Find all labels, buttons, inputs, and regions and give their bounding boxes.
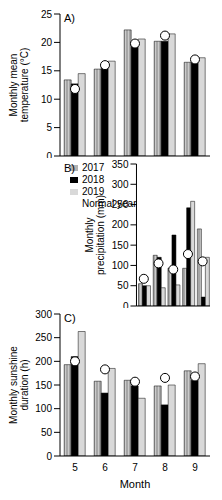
svg-text:0: 0 — [46, 151, 52, 158]
svg-text:100: 100 — [35, 403, 52, 414]
svg-text:Month: Month — [120, 478, 151, 488]
svg-text:5: 5 — [46, 122, 52, 133]
svg-text:Monthlyprecipitation (mm): Monthlyprecipitation (mm) — [84, 195, 106, 275]
svg-text:20: 20 — [41, 37, 53, 48]
svg-text:7: 7 — [132, 462, 138, 473]
svg-text:150: 150 — [112, 240, 129, 251]
svg-text:50: 50 — [117, 280, 129, 291]
svg-text:10: 10 — [41, 94, 53, 105]
svg-text:Monthly meantemperature (°C): Monthly meantemperature (°C) — [8, 48, 30, 123]
svg-text:50: 50 — [41, 427, 53, 438]
svg-text:0: 0 — [46, 451, 52, 462]
svg-text:350: 350 — [112, 159, 129, 170]
svg-text:300: 300 — [35, 309, 52, 320]
svg-text:200: 200 — [35, 356, 52, 367]
svg-text:300: 300 — [112, 179, 129, 190]
svg-text:250: 250 — [112, 199, 129, 210]
svg-text:15: 15 — [41, 65, 53, 76]
svg-text:250: 250 — [35, 332, 52, 343]
svg-text:25: 25 — [41, 9, 53, 20]
svg-text:100: 100 — [112, 260, 129, 271]
svg-text:8: 8 — [162, 462, 168, 473]
svg-text:0: 0 — [123, 301, 129, 308]
svg-text:9: 9 — [192, 462, 198, 473]
svg-text:Monthly sunshineduration (h): Monthly sunshineduration (h) — [8, 346, 30, 424]
svg-text:5: 5 — [72, 462, 78, 473]
svg-text:150: 150 — [35, 380, 52, 391]
svg-text:6: 6 — [102, 462, 108, 473]
svg-text:200: 200 — [112, 219, 129, 230]
